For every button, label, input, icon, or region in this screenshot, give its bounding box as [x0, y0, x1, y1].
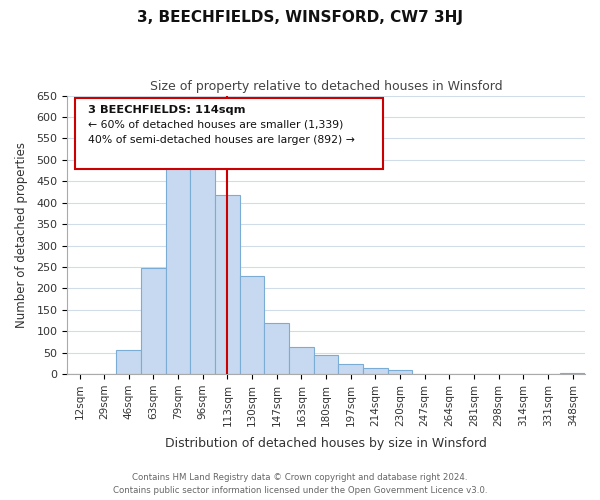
FancyBboxPatch shape [75, 98, 383, 170]
Text: 3, BEECHFIELDS, WINSFORD, CW7 3HJ: 3, BEECHFIELDS, WINSFORD, CW7 3HJ [137, 10, 463, 25]
Text: 3 BEECHFIELDS: 114sqm: 3 BEECHFIELDS: 114sqm [88, 106, 245, 116]
Bar [289, 347, 314, 374]
Bar [166, 150, 190, 374]
Bar [190, 154, 215, 374]
Bar [388, 370, 412, 374]
Bar [215, 195, 240, 374]
Text: Contains HM Land Registry data © Crown copyright and database right 2024.
Contai: Contains HM Land Registry data © Crown c… [113, 474, 487, 495]
Bar [240, 276, 265, 374]
Bar [116, 350, 141, 374]
Bar [363, 368, 388, 374]
Bar [314, 355, 338, 374]
X-axis label: Distribution of detached houses by size in Winsford: Distribution of detached houses by size … [165, 437, 487, 450]
Bar [141, 268, 166, 374]
Y-axis label: Number of detached properties: Number of detached properties [15, 142, 28, 328]
Bar [265, 324, 289, 374]
Text: ← 60% of detached houses are smaller (1,339)
40% of semi-detached houses are lar: ← 60% of detached houses are smaller (1,… [88, 119, 355, 145]
Title: Size of property relative to detached houses in Winsford: Size of property relative to detached ho… [150, 80, 502, 93]
Bar [338, 364, 363, 374]
Bar [560, 373, 585, 374]
